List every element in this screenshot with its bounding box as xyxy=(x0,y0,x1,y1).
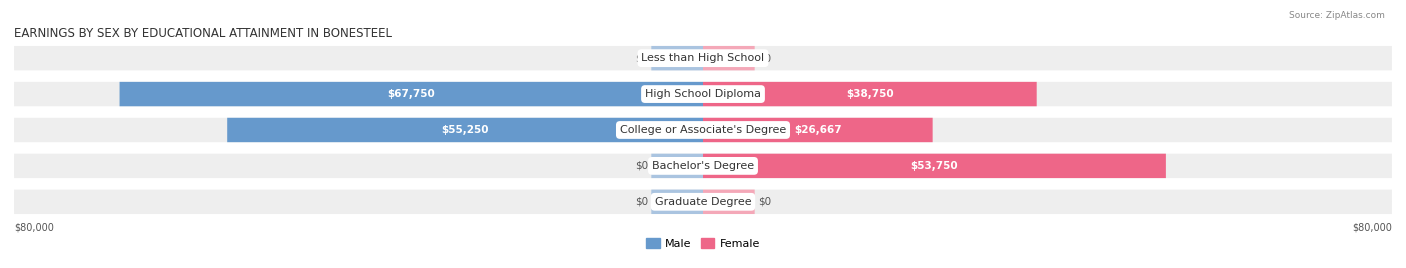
Text: $55,250: $55,250 xyxy=(441,125,489,135)
FancyBboxPatch shape xyxy=(703,82,1036,106)
FancyBboxPatch shape xyxy=(703,189,755,214)
Legend: Male, Female: Male, Female xyxy=(641,234,765,254)
Text: $53,750: $53,750 xyxy=(911,161,959,171)
FancyBboxPatch shape xyxy=(228,118,703,142)
FancyBboxPatch shape xyxy=(14,118,1392,142)
Text: Graduate Degree: Graduate Degree xyxy=(655,197,751,207)
Text: $0: $0 xyxy=(634,197,648,207)
Text: $26,667: $26,667 xyxy=(794,125,842,135)
FancyBboxPatch shape xyxy=(651,189,703,214)
Text: $0: $0 xyxy=(758,53,772,63)
Text: $0: $0 xyxy=(634,53,648,63)
Text: $80,000: $80,000 xyxy=(1353,223,1392,233)
FancyBboxPatch shape xyxy=(14,46,1392,70)
Text: EARNINGS BY SEX BY EDUCATIONAL ATTAINMENT IN BONESTEEL: EARNINGS BY SEX BY EDUCATIONAL ATTAINMEN… xyxy=(14,27,392,40)
FancyBboxPatch shape xyxy=(651,46,703,70)
FancyBboxPatch shape xyxy=(703,46,755,70)
Text: $0: $0 xyxy=(758,197,772,207)
FancyBboxPatch shape xyxy=(703,154,1166,178)
FancyBboxPatch shape xyxy=(120,82,703,106)
Text: $0: $0 xyxy=(634,161,648,171)
Text: High School Diploma: High School Diploma xyxy=(645,89,761,99)
FancyBboxPatch shape xyxy=(14,154,1392,178)
Text: College or Associate's Degree: College or Associate's Degree xyxy=(620,125,786,135)
FancyBboxPatch shape xyxy=(14,82,1392,106)
Text: Less than High School: Less than High School xyxy=(641,53,765,63)
FancyBboxPatch shape xyxy=(14,189,1392,214)
FancyBboxPatch shape xyxy=(703,118,932,142)
Text: Bachelor's Degree: Bachelor's Degree xyxy=(652,161,754,171)
Text: $38,750: $38,750 xyxy=(846,89,894,99)
Text: $67,750: $67,750 xyxy=(388,89,434,99)
FancyBboxPatch shape xyxy=(651,154,703,178)
Text: Source: ZipAtlas.com: Source: ZipAtlas.com xyxy=(1289,11,1385,20)
Text: $80,000: $80,000 xyxy=(14,223,53,233)
